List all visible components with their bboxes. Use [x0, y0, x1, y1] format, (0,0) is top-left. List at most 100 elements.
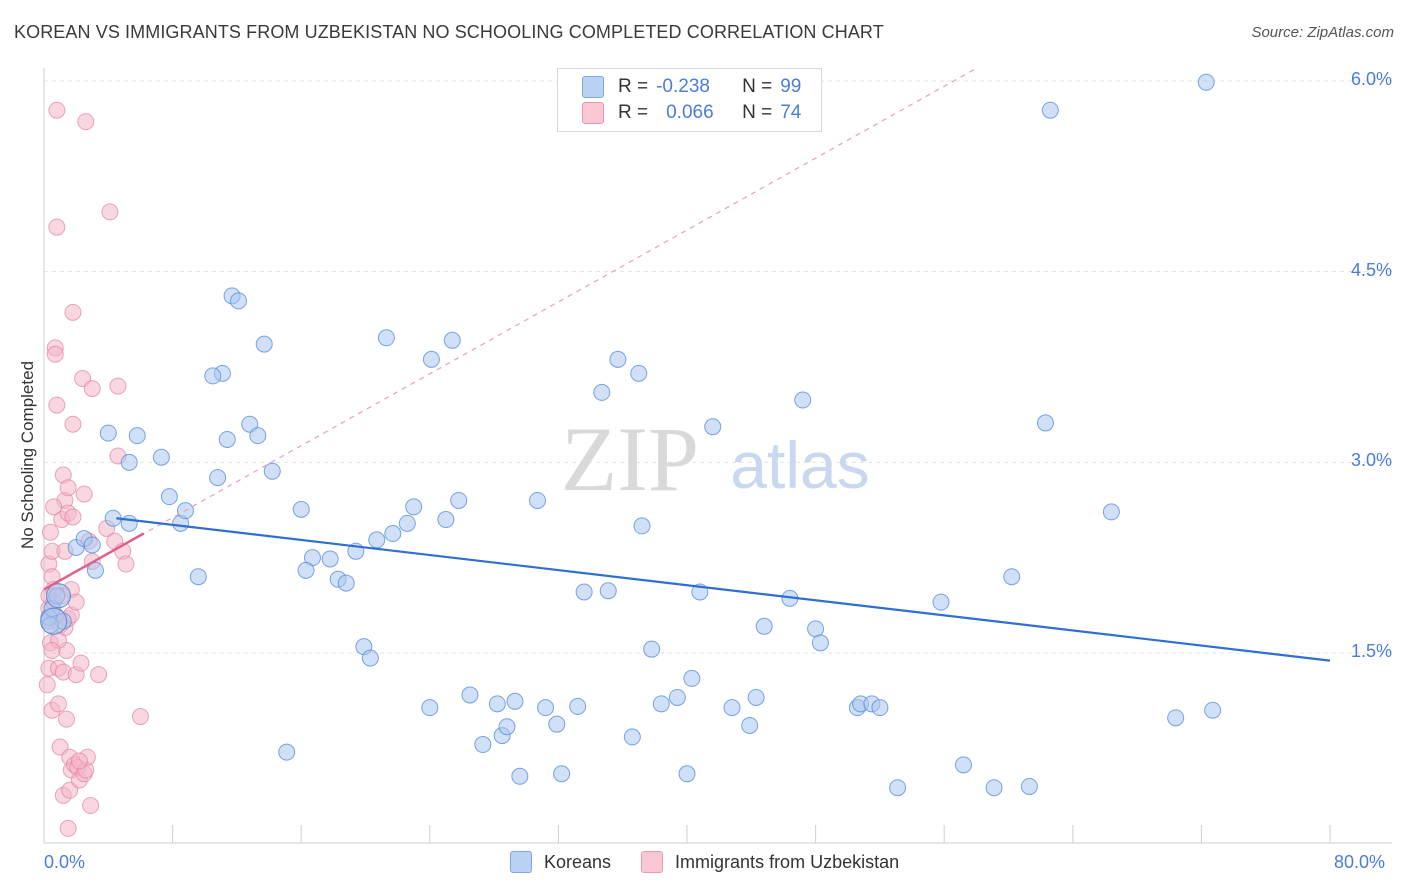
uzbek-n-value: 74 [780, 102, 802, 123]
korean-point [421, 699, 439, 717]
uzbek-point [38, 676, 56, 694]
uzbek-n-label: N = [742, 102, 773, 123]
korean-point [1204, 701, 1222, 719]
korean-point [45, 583, 71, 609]
uzbek-trend-line [43, 532, 145, 591]
korean-point [218, 430, 236, 448]
korean-trend-line [116, 517, 1331, 662]
korean-point [548, 715, 566, 733]
uzbek-points [38, 101, 149, 837]
korean-point [255, 335, 273, 353]
korean-point [723, 699, 741, 717]
uzbek-point [59, 819, 77, 837]
korean-point [599, 582, 617, 600]
y-tick-label-2: 4.5% [1350, 259, 1392, 280]
x-tick-min: 0.0% [44, 852, 86, 872]
korean-point [1102, 503, 1120, 521]
korean-point [40, 607, 68, 635]
korean-point [337, 574, 355, 592]
korean-point [488, 695, 506, 713]
uzbek-point [48, 396, 66, 414]
uzbek-point [43, 641, 61, 659]
korean-point [643, 640, 661, 658]
legend-item-korean: Koreans [510, 851, 611, 873]
korean-point [593, 383, 611, 401]
uzbek-point [64, 303, 82, 321]
uzbek-point [48, 218, 66, 236]
korean-point [405, 498, 423, 516]
korean-point [1197, 73, 1215, 91]
korean-r-value: -0.238 [656, 76, 710, 97]
korean-point [128, 427, 146, 445]
korean-point [474, 736, 492, 754]
uzbek-point [109, 377, 127, 395]
korean-point [511, 767, 529, 785]
korean-point [263, 462, 281, 480]
uzbek-swatch [582, 102, 604, 124]
korean-point [537, 699, 555, 717]
uzbek-point [82, 797, 100, 815]
korean-point [954, 756, 972, 774]
korean-point [443, 331, 461, 349]
korean-point [630, 364, 648, 382]
korean-point [633, 517, 651, 535]
uzbek-point [58, 710, 76, 728]
korean-point [811, 634, 829, 652]
uzbek-point [83, 380, 101, 398]
korean-point [623, 728, 641, 746]
korean-point [609, 350, 627, 368]
korean-point [292, 500, 310, 518]
uzbek-point [64, 415, 82, 433]
korean-point [553, 765, 571, 783]
korean-point [529, 491, 547, 509]
uzbek-point [117, 555, 135, 573]
uzbek-point [70, 752, 88, 770]
uzbek-r-label: R = [618, 102, 649, 123]
korean-point [575, 583, 593, 601]
y-tick-label-3: 6.0% [1350, 69, 1392, 89]
korean-point [398, 514, 416, 532]
watermark: ZIP atlas [561, 408, 870, 510]
korean-point [755, 617, 773, 635]
korean-point [506, 692, 524, 710]
uzbek-point [46, 345, 64, 363]
korean-point [249, 427, 267, 445]
uzbek-point [41, 523, 59, 541]
legend-uzbek-label: Immigrants from Uzbekistan [675, 851, 900, 872]
legend-uzbek-swatch [641, 851, 664, 873]
legend-korean-label: Koreans [544, 851, 612, 872]
korean-point [189, 568, 207, 586]
correlation-legend: R = -0.238 N = 99 R = 0.066 N = 74 [557, 68, 822, 132]
korean-r-label: R = [618, 76, 649, 97]
korean-point [437, 511, 455, 529]
korean-point [204, 367, 222, 385]
korean-point [747, 688, 765, 706]
korean-point [678, 765, 696, 783]
watermark-atlas: atlas [730, 428, 869, 502]
korean-point [794, 391, 812, 409]
korean-point [871, 699, 889, 717]
korean-point [120, 453, 138, 471]
legend-row-korean: R = -0.238 N = 99 [582, 75, 801, 99]
legend-korean-swatch [510, 851, 532, 873]
legend-item-uzbek: Immigrants from Uzbekistan [641, 851, 899, 873]
uzbek-point [49, 695, 67, 713]
korean-points [40, 73, 1222, 797]
korean-point [1167, 709, 1185, 727]
korean-point [297, 561, 315, 579]
korean-point [461, 686, 479, 704]
uzbek-point [90, 666, 108, 684]
korean-point [152, 448, 170, 466]
uzbek-point [131, 708, 149, 726]
uzbek-point [45, 498, 63, 516]
korean-point [704, 418, 722, 436]
korean-point [652, 695, 670, 713]
watermark-zip: ZIP [561, 408, 699, 510]
korean-point [1036, 414, 1054, 432]
trend-lines [43, 67, 1331, 662]
uzbek-trend-extended [43, 67, 977, 590]
korean-point [160, 488, 178, 506]
korean-point [889, 779, 907, 797]
korean-point [368, 531, 386, 549]
